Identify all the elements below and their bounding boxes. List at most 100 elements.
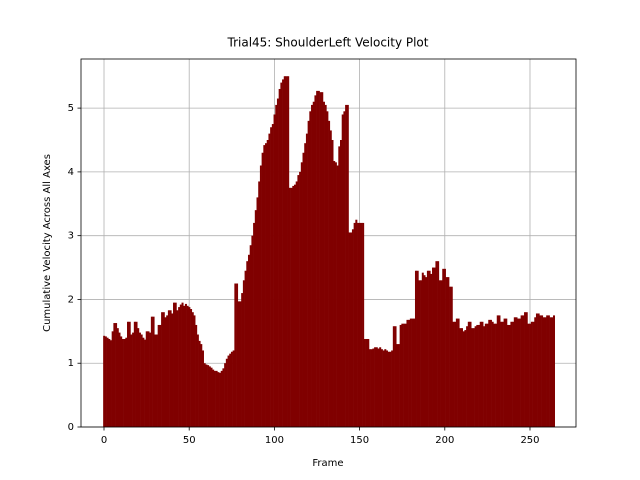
bar xyxy=(336,165,339,428)
bar xyxy=(535,313,538,427)
bar xyxy=(287,76,290,428)
bar xyxy=(459,328,462,427)
bar xyxy=(138,332,141,427)
bar xyxy=(280,82,283,427)
bar xyxy=(135,321,138,427)
bar xyxy=(130,334,133,427)
bar xyxy=(552,315,556,427)
chart-title: Trial45: ShoulderLeft Velocity Plot xyxy=(227,36,429,50)
bar xyxy=(440,280,443,427)
bar xyxy=(113,323,116,427)
bar xyxy=(184,303,187,427)
bar xyxy=(215,370,218,427)
bar xyxy=(549,317,552,427)
bar xyxy=(145,331,148,427)
bar xyxy=(351,229,354,427)
bar xyxy=(162,312,165,427)
bar xyxy=(237,301,240,427)
bar xyxy=(491,321,494,427)
bar xyxy=(169,310,172,427)
bar xyxy=(314,95,317,428)
bar xyxy=(302,152,305,427)
bar xyxy=(380,349,383,427)
bar xyxy=(483,326,486,427)
bar xyxy=(396,344,399,427)
bar xyxy=(399,324,402,427)
bar xyxy=(196,334,199,427)
x-tick-label: 250 xyxy=(520,435,539,446)
plot-frame xyxy=(80,58,577,428)
bar xyxy=(210,367,213,427)
bar xyxy=(222,368,225,427)
bar xyxy=(479,321,482,427)
bar xyxy=(241,293,244,427)
bar xyxy=(551,317,554,427)
bar xyxy=(471,328,474,427)
bar xyxy=(108,338,111,427)
bar xyxy=(137,328,140,427)
bar xyxy=(154,334,157,427)
bar xyxy=(207,365,210,427)
bar xyxy=(367,338,370,427)
bar xyxy=(282,79,285,428)
bar xyxy=(219,372,222,427)
bar xyxy=(312,101,315,427)
bar xyxy=(259,165,262,428)
bar xyxy=(149,332,152,427)
bar xyxy=(155,334,158,427)
bar xyxy=(283,76,286,428)
bar xyxy=(340,139,343,427)
bar xyxy=(520,315,523,427)
bar xyxy=(401,323,404,427)
bar xyxy=(455,318,458,427)
bar xyxy=(392,326,395,427)
bar xyxy=(334,162,337,427)
bar xyxy=(115,323,118,427)
bar xyxy=(513,317,516,427)
bar xyxy=(420,280,423,427)
bar xyxy=(360,222,363,427)
bar xyxy=(120,336,123,427)
bar xyxy=(157,324,160,427)
y-tick-label: 0 xyxy=(68,422,74,433)
bar xyxy=(386,350,389,427)
bar xyxy=(299,171,302,427)
bar xyxy=(118,332,121,427)
bar xyxy=(331,139,334,427)
bar xyxy=(273,114,276,427)
bar xyxy=(147,331,150,427)
bar xyxy=(173,302,176,427)
bar xyxy=(181,302,184,427)
bar xyxy=(425,277,428,427)
bar xyxy=(103,335,106,427)
bar xyxy=(525,312,528,427)
bar xyxy=(426,270,429,427)
bar xyxy=(505,318,508,427)
bar xyxy=(324,104,327,427)
bar xyxy=(539,315,542,427)
bar xyxy=(290,187,293,427)
bar xyxy=(357,222,360,427)
bar xyxy=(435,261,438,427)
bar xyxy=(546,315,549,427)
bar xyxy=(408,319,411,427)
bar xyxy=(268,133,271,427)
bar xyxy=(123,338,126,427)
x-axis-label: Frame xyxy=(312,458,343,469)
bar xyxy=(247,254,250,427)
bar xyxy=(304,143,307,427)
y-tick-label: 1 xyxy=(68,358,74,369)
bar xyxy=(353,222,356,427)
bar xyxy=(374,347,377,427)
bar xyxy=(529,323,532,427)
bar xyxy=(493,323,496,427)
bar xyxy=(515,317,518,427)
bar xyxy=(464,330,467,427)
bar xyxy=(377,348,380,427)
bar xyxy=(430,273,433,427)
bar xyxy=(150,316,153,427)
bar xyxy=(285,76,288,428)
bar xyxy=(358,222,361,427)
bar xyxy=(498,315,501,427)
